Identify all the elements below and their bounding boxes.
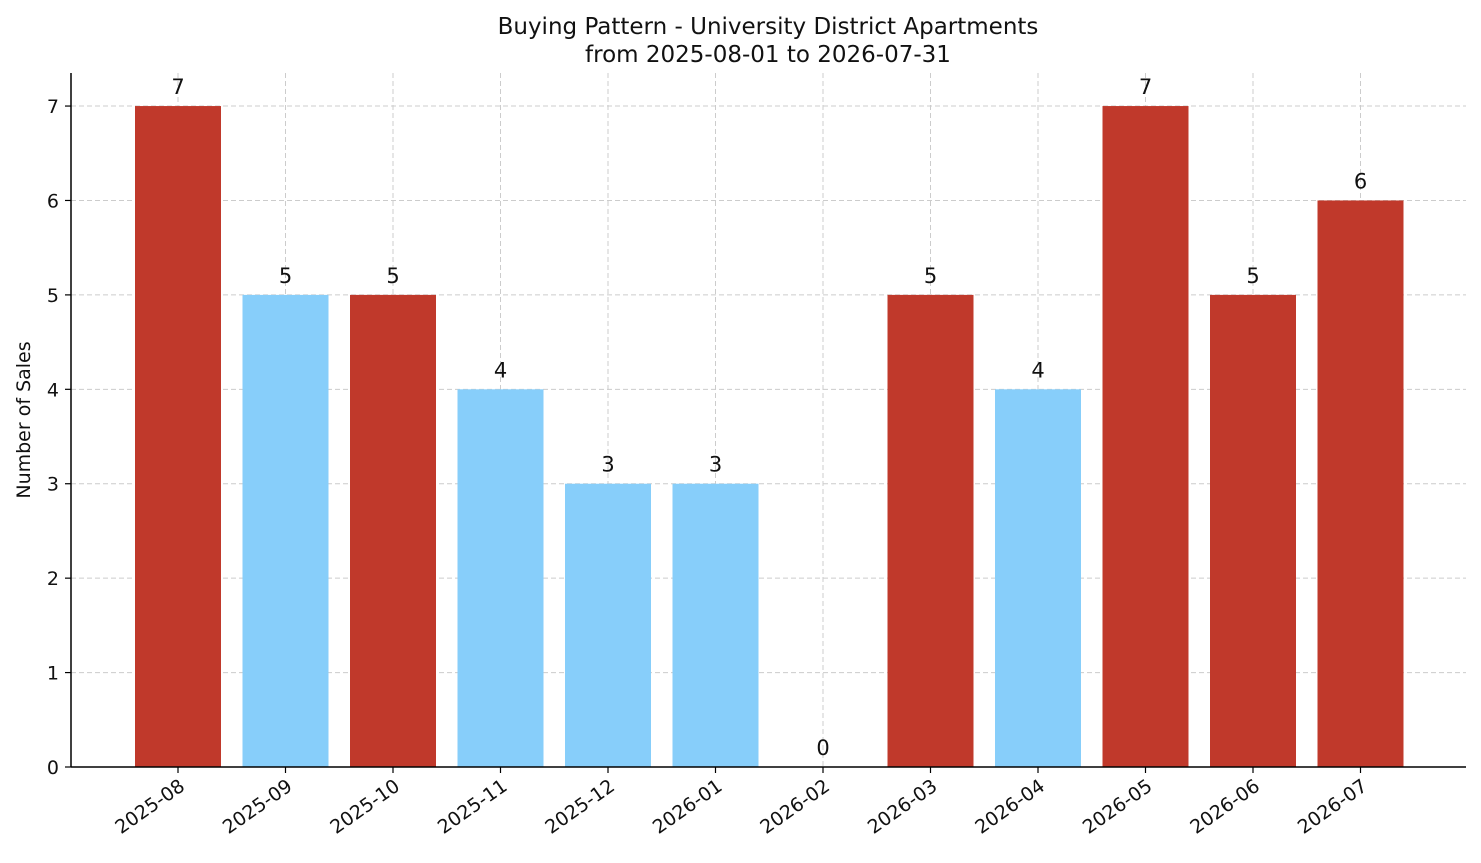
x-tick-label: 2025-12 bbox=[541, 775, 619, 839]
bar-2026-01 bbox=[672, 483, 759, 767]
data-label-2026-03: 5 bbox=[924, 264, 937, 288]
chart-title-line-1: Buying Pattern - University District Apa… bbox=[498, 14, 1039, 40]
data-label-2026-02: 0 bbox=[816, 736, 829, 760]
data-label-2026-06: 5 bbox=[1246, 264, 1259, 288]
y-tick-label: 6 bbox=[47, 190, 59, 212]
x-tick-label: 2026-02 bbox=[756, 775, 834, 839]
data-label-2026-01: 3 bbox=[709, 453, 722, 477]
y-tick-label: 7 bbox=[47, 96, 59, 118]
y-tick-label: 2 bbox=[47, 568, 59, 590]
chart-title-line-2: from 2025-08-01 to 2026-07-31 bbox=[585, 42, 951, 68]
x-tick-label: 2026-04 bbox=[971, 775, 1049, 839]
data-label-2025-10: 5 bbox=[386, 264, 399, 288]
bar-2026-05 bbox=[1102, 106, 1189, 768]
x-tick-label: 2025-08 bbox=[111, 775, 189, 839]
bar-2025-11 bbox=[457, 389, 544, 767]
y-tick-label: 1 bbox=[47, 663, 59, 685]
y-tick-label: 3 bbox=[47, 474, 59, 496]
bar-2026-03 bbox=[887, 294, 974, 767]
x-tick-label: 2026-01 bbox=[649, 775, 727, 839]
data-label-2026-05: 7 bbox=[1139, 75, 1152, 99]
bars-layer bbox=[135, 106, 1404, 768]
data-label-2026-04: 4 bbox=[1031, 358, 1044, 382]
x-tick-label: 2025-11 bbox=[434, 775, 512, 839]
bar-2025-08 bbox=[135, 106, 221, 768]
bar-2025-12 bbox=[565, 483, 651, 767]
y-tick-label: 4 bbox=[47, 379, 59, 401]
bar-2026-04 bbox=[995, 389, 1081, 767]
labels-layer: 7 5 5 4 3 3 0 5 4 7 5 6 bbox=[171, 75, 1367, 760]
bar-2025-10 bbox=[350, 294, 436, 767]
data-label-2025-08: 7 bbox=[171, 75, 184, 99]
data-label-2025-09: 5 bbox=[279, 264, 292, 288]
bar-2025-09 bbox=[242, 294, 329, 767]
x-tick-label: 2025-10 bbox=[326, 775, 404, 839]
data-label-2026-07: 6 bbox=[1354, 169, 1367, 193]
x-tick-label: 2026-03 bbox=[864, 775, 942, 839]
axes-layer bbox=[70, 73, 1466, 768]
data-label-2025-11: 4 bbox=[494, 358, 507, 382]
y-axis-label: Number of Sales bbox=[13, 341, 35, 498]
x-tick-label: 2026-06 bbox=[1186, 775, 1264, 839]
y-tick-label: 5 bbox=[47, 285, 59, 307]
x-tick-label: 2025-09 bbox=[219, 775, 297, 839]
bar-2026-06 bbox=[1210, 294, 1296, 767]
bar-2026-07 bbox=[1317, 200, 1404, 768]
x-tick-label: 2026-07 bbox=[1294, 775, 1372, 839]
data-label-2025-12: 3 bbox=[601, 453, 614, 477]
x-tick-label: 2026-05 bbox=[1079, 775, 1157, 839]
y-tick-label: 0 bbox=[47, 757, 59, 779]
